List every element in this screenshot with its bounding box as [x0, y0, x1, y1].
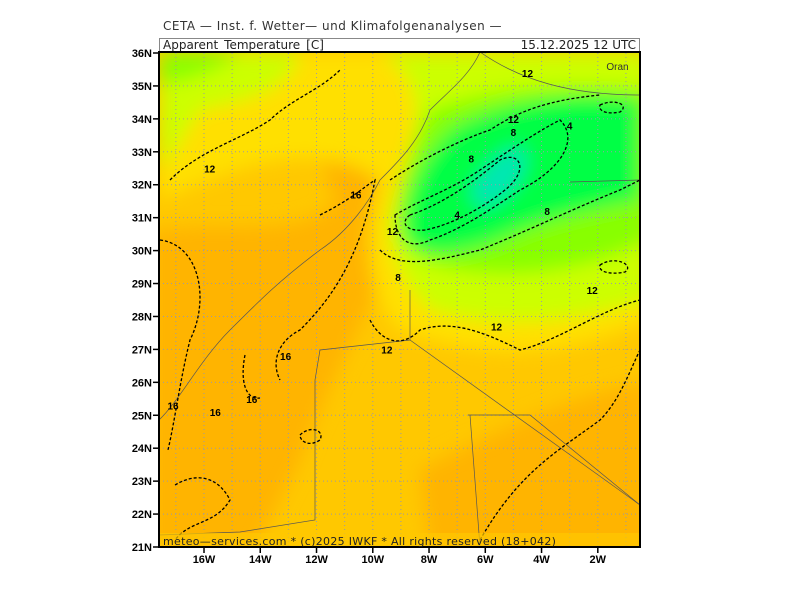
contour-label: 12	[522, 69, 534, 80]
lat-tick-label: 33N	[132, 147, 152, 159]
lat-tick-label: 31N	[132, 213, 152, 225]
contour-label: 4	[567, 121, 573, 132]
coastlines-borders	[159, 52, 640, 547]
lat-tick-label: 26N	[132, 377, 152, 389]
contour-label: 16	[168, 401, 180, 412]
lat-tick-label: 30N	[132, 246, 152, 258]
lon-tick-label: 14W	[249, 554, 272, 566]
contour-label: 4	[454, 210, 460, 221]
parameter-title: Apparent_Temperature_[C]	[163, 38, 324, 52]
contour-label: 12	[381, 345, 393, 356]
map-axes: 36N 35N 34N 33N 32N 31N 30N 29N 28N 27N 26N 25N 24N 2…	[132, 48, 607, 566]
lat-tick-label: 34N	[132, 114, 152, 126]
lat-tick-label: 24N	[132, 443, 152, 455]
lon-tick-label: 4W	[533, 554, 550, 566]
contour-label: 8	[395, 273, 401, 284]
lat-tick-label: 28N	[132, 311, 152, 323]
lat-tick-label: 35N	[132, 81, 152, 93]
contour-label: 12	[491, 322, 503, 333]
institute-header: CETA — Inst. f. Wetter— und Klimafolgena…	[163, 19, 503, 33]
valid-time: 15.12.2025 12 UTC	[520, 38, 636, 52]
contour-label: 12	[387, 227, 399, 238]
lat-tick-label: 21N	[132, 542, 152, 554]
lat-lon-grid	[159, 53, 640, 547]
contour-label: 8	[511, 128, 517, 139]
lat-tick-label: 32N	[132, 180, 152, 192]
contour-labels: 12 12 12 8 4 8 16 12 4 8 8 12 12 12 16 16 16 16	[168, 69, 599, 419]
contour-label: 16	[280, 352, 292, 363]
contour-lines	[159, 69, 640, 541]
lat-tick-label: 27N	[132, 344, 152, 356]
lat-tick-label: 25N	[132, 410, 152, 422]
lon-tick-label: 12W	[305, 554, 328, 566]
contour-label: 12	[508, 115, 520, 126]
contour-label: 8	[544, 207, 550, 218]
lon-tick-label: 10W	[361, 554, 384, 566]
contour-label: 12	[204, 164, 216, 175]
contour-label: 12	[587, 286, 599, 297]
contour-label: 16	[246, 395, 258, 406]
copyright-footer: meteo—services.com * (c)2025 IWKF * All …	[163, 535, 557, 548]
city-label-oran: Oran	[606, 62, 628, 73]
contour-label: 16	[210, 408, 222, 419]
lat-tick-label: 23N	[132, 476, 152, 488]
lon-tick-label: 8W	[421, 554, 438, 566]
temperature-field: 12 12 12 8 4 8 16 12 4 8 8 12 12 12 16 16 16 16 Oran	[159, 52, 640, 547]
lon-tick-label: 6W	[477, 554, 494, 566]
contour-label: 16	[350, 191, 362, 202]
lat-tick-label: 22N	[132, 509, 152, 521]
lon-tick-label: 2W	[590, 554, 607, 566]
map-title-bar: Apparent_Temperature_[C] 15.12.2025 12 U…	[159, 38, 640, 52]
contour-label: 8	[468, 154, 474, 165]
lat-tick-label: 36N	[132, 48, 152, 60]
map-frame	[158, 51, 641, 548]
lon-tick-label: 16W	[193, 554, 216, 566]
lat-tick-label: 29N	[132, 279, 152, 291]
